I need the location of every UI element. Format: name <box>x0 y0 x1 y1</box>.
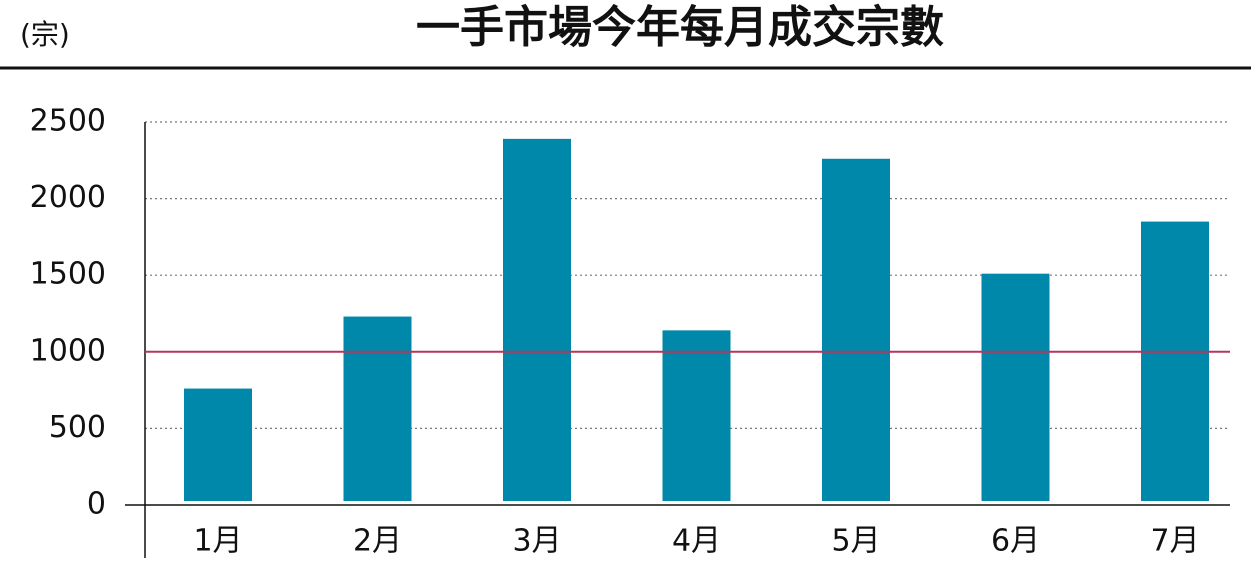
y-tick-label: 2500 <box>30 104 106 139</box>
x-tick-label: 2月 <box>353 524 402 559</box>
bar <box>981 273 1050 501</box>
y-tick-label: 2000 <box>30 180 106 215</box>
x-tick-label: 1月 <box>193 524 242 559</box>
y-axis-label: (宗) <box>20 18 70 51</box>
bar <box>184 388 252 501</box>
y-tick-label: 500 <box>49 410 106 445</box>
chart-title: 一手市場今年每月成交宗數 <box>416 2 944 53</box>
bar <box>662 330 731 501</box>
bar <box>503 138 571 502</box>
bar <box>343 316 412 501</box>
x-tick-label: 4月 <box>672 524 721 559</box>
y-tick-label: 1000 <box>30 333 106 368</box>
bar <box>822 158 890 501</box>
x-tick-label: 5月 <box>831 524 880 559</box>
x-tick-label: 6月 <box>991 524 1040 559</box>
x-tick-label: 3月 <box>512 524 561 559</box>
y-tick-label: 0 <box>87 487 106 522</box>
y-tick-label: 1500 <box>30 257 106 292</box>
x-tick-label: 7月 <box>1150 524 1199 559</box>
bar <box>1141 221 1209 501</box>
